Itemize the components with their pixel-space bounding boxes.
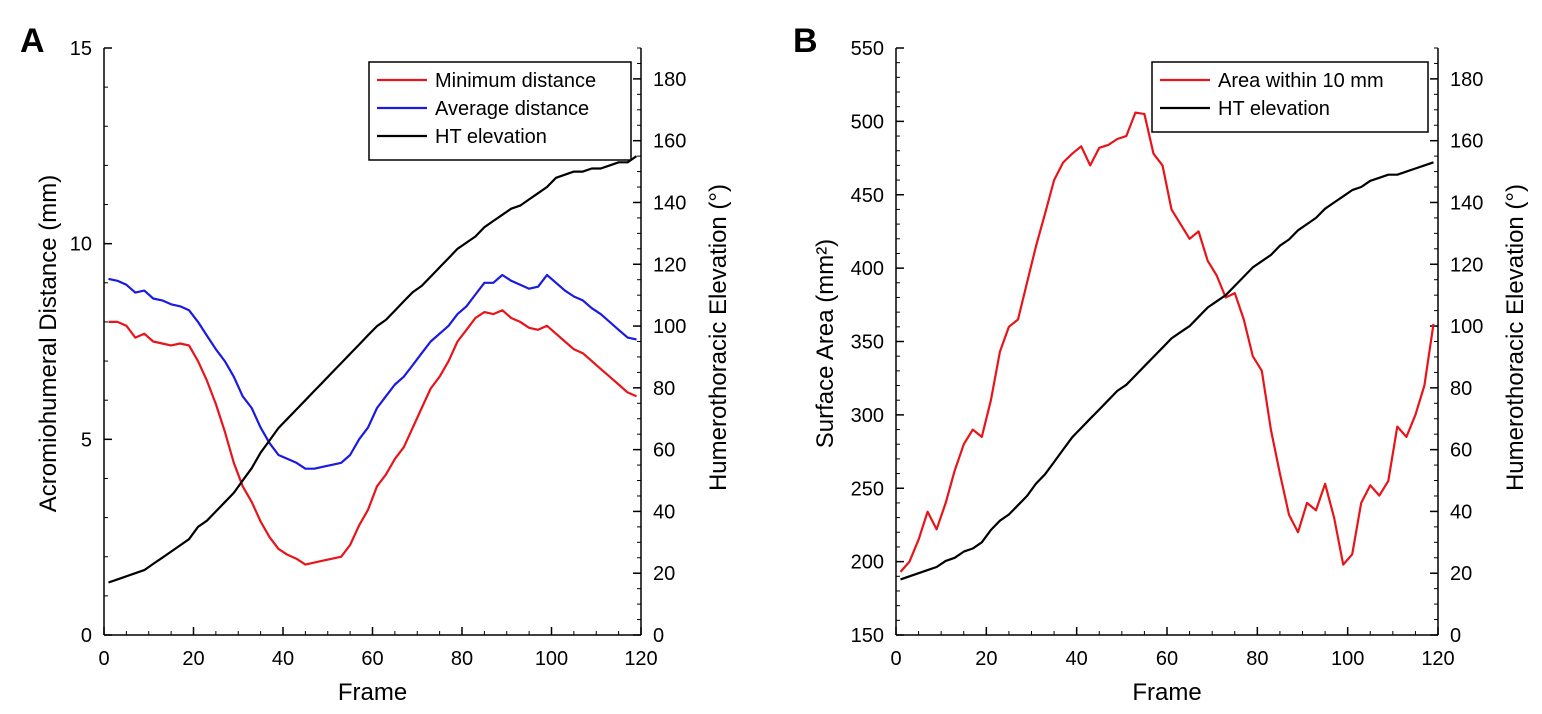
series-line-average-distance [108, 273, 637, 470]
x-tick-label: 20 [182, 648, 204, 670]
x-tick-label: 60 [361, 648, 383, 670]
x-tick-label: 0 [98, 648, 109, 670]
panel-a: 0 20 40 60 80 100 1200510150204060801001201401… [20, 22, 732, 706]
y-axis-label-right: Humerothoracic Elevation (°) [705, 184, 732, 491]
y-left-tick-label: 15 [70, 38, 92, 60]
y-right-tick-label: 80 [653, 378, 675, 400]
y-left-tick-label: 250 [851, 478, 884, 500]
x-tick-label: 120 [624, 648, 657, 670]
series-line-ht-elevation [900, 161, 1434, 581]
y-left-tick-label: 400 [851, 258, 884, 280]
y-left-tick-label: 5 [81, 429, 92, 451]
y-left-tick-label: 200 [851, 552, 884, 574]
y-left-tick-label: 350 [851, 332, 884, 354]
legend-label: Minimum distance [435, 70, 596, 92]
x-tick-label: 80 [1246, 648, 1268, 670]
y-right-tick-label: 80 [1450, 378, 1472, 400]
y-right-tick-label: 120 [1450, 254, 1483, 276]
x-tick-label: 40 [272, 648, 294, 670]
x-tick-label: 100 [535, 648, 568, 670]
y-axis-label-left: Surface Area (mm²) [812, 239, 839, 448]
y-left-tick-label: 550 [851, 38, 884, 60]
x-tick-label: 40 [1066, 648, 1088, 670]
panel-letter: B [793, 22, 818, 60]
x-tick-label: 20 [975, 648, 997, 670]
legend-box [368, 61, 632, 161]
y-right-tick-label: 180 [1450, 69, 1483, 91]
y-right-tick-label: 60 [653, 440, 675, 462]
y-left-tick-label: 150 [851, 625, 884, 647]
y-right-tick-label: 0 [1450, 625, 1461, 647]
series-line-minimum-distance [108, 309, 637, 566]
y-right-tick-label: 160 [653, 131, 686, 153]
y-right-tick-label: 120 [653, 254, 686, 276]
y-axis-label-left: Acromiohumeral Distance (mm) [35, 175, 62, 512]
legend-box [1151, 61, 1429, 133]
y-left-tick-label: 0 [81, 625, 92, 647]
y-left-tick-label: 10 [70, 234, 92, 256]
legend-label: Average distance [435, 98, 589, 120]
y-right-tick-label: 100 [1450, 316, 1483, 338]
y-right-tick-label: 40 [653, 501, 675, 523]
y-right-tick-label: 100 [653, 316, 686, 338]
y-right-tick-label: 0 [653, 625, 664, 647]
legend-label: HT elevation [435, 126, 547, 148]
x-axis-label: Frame [1132, 679, 1201, 706]
panel-b: 0 20 40 60 80 100 1201502002503003504004505005… [793, 22, 1529, 706]
x-tick-label: 100 [1331, 648, 1364, 670]
series-line-area-within-10-mm [899, 111, 1435, 573]
legend-label: HT elevation [1218, 98, 1330, 120]
y-right-tick-label: 180 [653, 69, 686, 91]
y-right-tick-label: 20 [653, 563, 675, 585]
x-tick-label: 0 [890, 648, 901, 670]
y-right-tick-label: 60 [1450, 440, 1472, 462]
panel-letter: A [20, 22, 45, 60]
y-left-tick-label: 450 [851, 185, 884, 207]
y-right-tick-label: 140 [653, 192, 686, 214]
x-axis-label: Frame [338, 679, 407, 706]
y-axis-label-right: Humerothoracic Elevation (°) [1502, 184, 1529, 491]
y-right-tick-label: 20 [1450, 563, 1472, 585]
y-right-tick-label: 140 [1450, 192, 1483, 214]
x-tick-label: 120 [1421, 648, 1454, 670]
y-right-tick-label: 160 [1450, 131, 1483, 153]
x-tick-label: 80 [451, 648, 473, 670]
legend-label: Area within 10 mm [1218, 70, 1384, 92]
x-tick-label: 60 [1156, 648, 1178, 670]
y-left-tick-label: 300 [851, 405, 884, 427]
series-line-ht-elevation [108, 155, 638, 584]
y-left-tick-label: 500 [851, 111, 884, 133]
y-right-tick-label: 40 [1450, 501, 1472, 523]
